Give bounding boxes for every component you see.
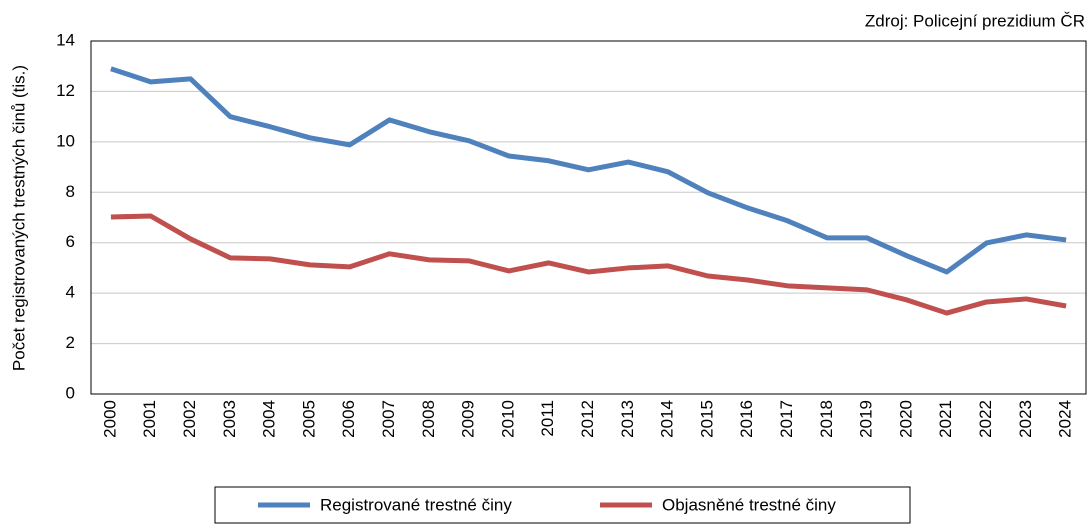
- x-tick-label: 2020: [896, 400, 915, 438]
- x-tick-label: 2017: [777, 400, 796, 438]
- y-tick-label: 14: [56, 30, 75, 49]
- x-tick-label: 2011: [538, 400, 557, 437]
- x-tick-label: 2015: [697, 400, 716, 438]
- legend-label: Registrované trestné činy: [320, 495, 512, 514]
- source: Zdroj: Policejní prezidium ČR: [865, 11, 1085, 30]
- x-tick-label: 2014: [658, 400, 677, 438]
- x-tick-label: 2006: [339, 400, 358, 438]
- x-tick-label: 2018: [817, 400, 836, 438]
- x-tick-label: 2012: [578, 400, 597, 438]
- y-tick-label: 12: [56, 81, 75, 100]
- plot-border: [90, 40, 1087, 395]
- x-tick-label: 2000: [100, 400, 119, 438]
- x-tick-label: 2004: [260, 400, 279, 438]
- x-tick-label: 2005: [299, 400, 318, 438]
- x-tick-label: 2003: [220, 400, 239, 438]
- x-tick-label: 2019: [857, 400, 876, 438]
- y-tick-label: 0: [66, 383, 75, 402]
- line: [110, 66, 1067, 275]
- line: [110, 213, 1067, 316]
- x-tick-label: 2009: [459, 400, 478, 438]
- y-tick-label: 8: [66, 182, 75, 201]
- legend-label: Objasněné trestné činy: [662, 495, 836, 514]
- y-tick-label: 6: [66, 232, 75, 251]
- x-tick-label: 2016: [737, 400, 756, 438]
- y-tick-label: 2: [66, 333, 75, 352]
- x-tick-label: 2007: [379, 400, 398, 438]
- x-tick-label: 2021: [936, 400, 955, 438]
- x-tick-label: 2023: [1016, 400, 1035, 438]
- x-tick-label: 2001: [140, 400, 159, 438]
- x-tick-label: 2024: [1056, 400, 1075, 438]
- x-tick-label: 2022: [976, 400, 995, 438]
- y-axis-title: Počet registrovaných trestných činů (tis…: [9, 65, 28, 371]
- y-tick-label: 4: [66, 283, 75, 302]
- x-tick-label: 2013: [618, 400, 637, 438]
- y-tick-label: 10: [56, 131, 75, 150]
- x-tick-label: 2002: [180, 400, 199, 438]
- x-tick-label: 2008: [419, 400, 438, 438]
- legend-box: [214, 486, 911, 524]
- x-tick-label: 2010: [498, 400, 517, 438]
